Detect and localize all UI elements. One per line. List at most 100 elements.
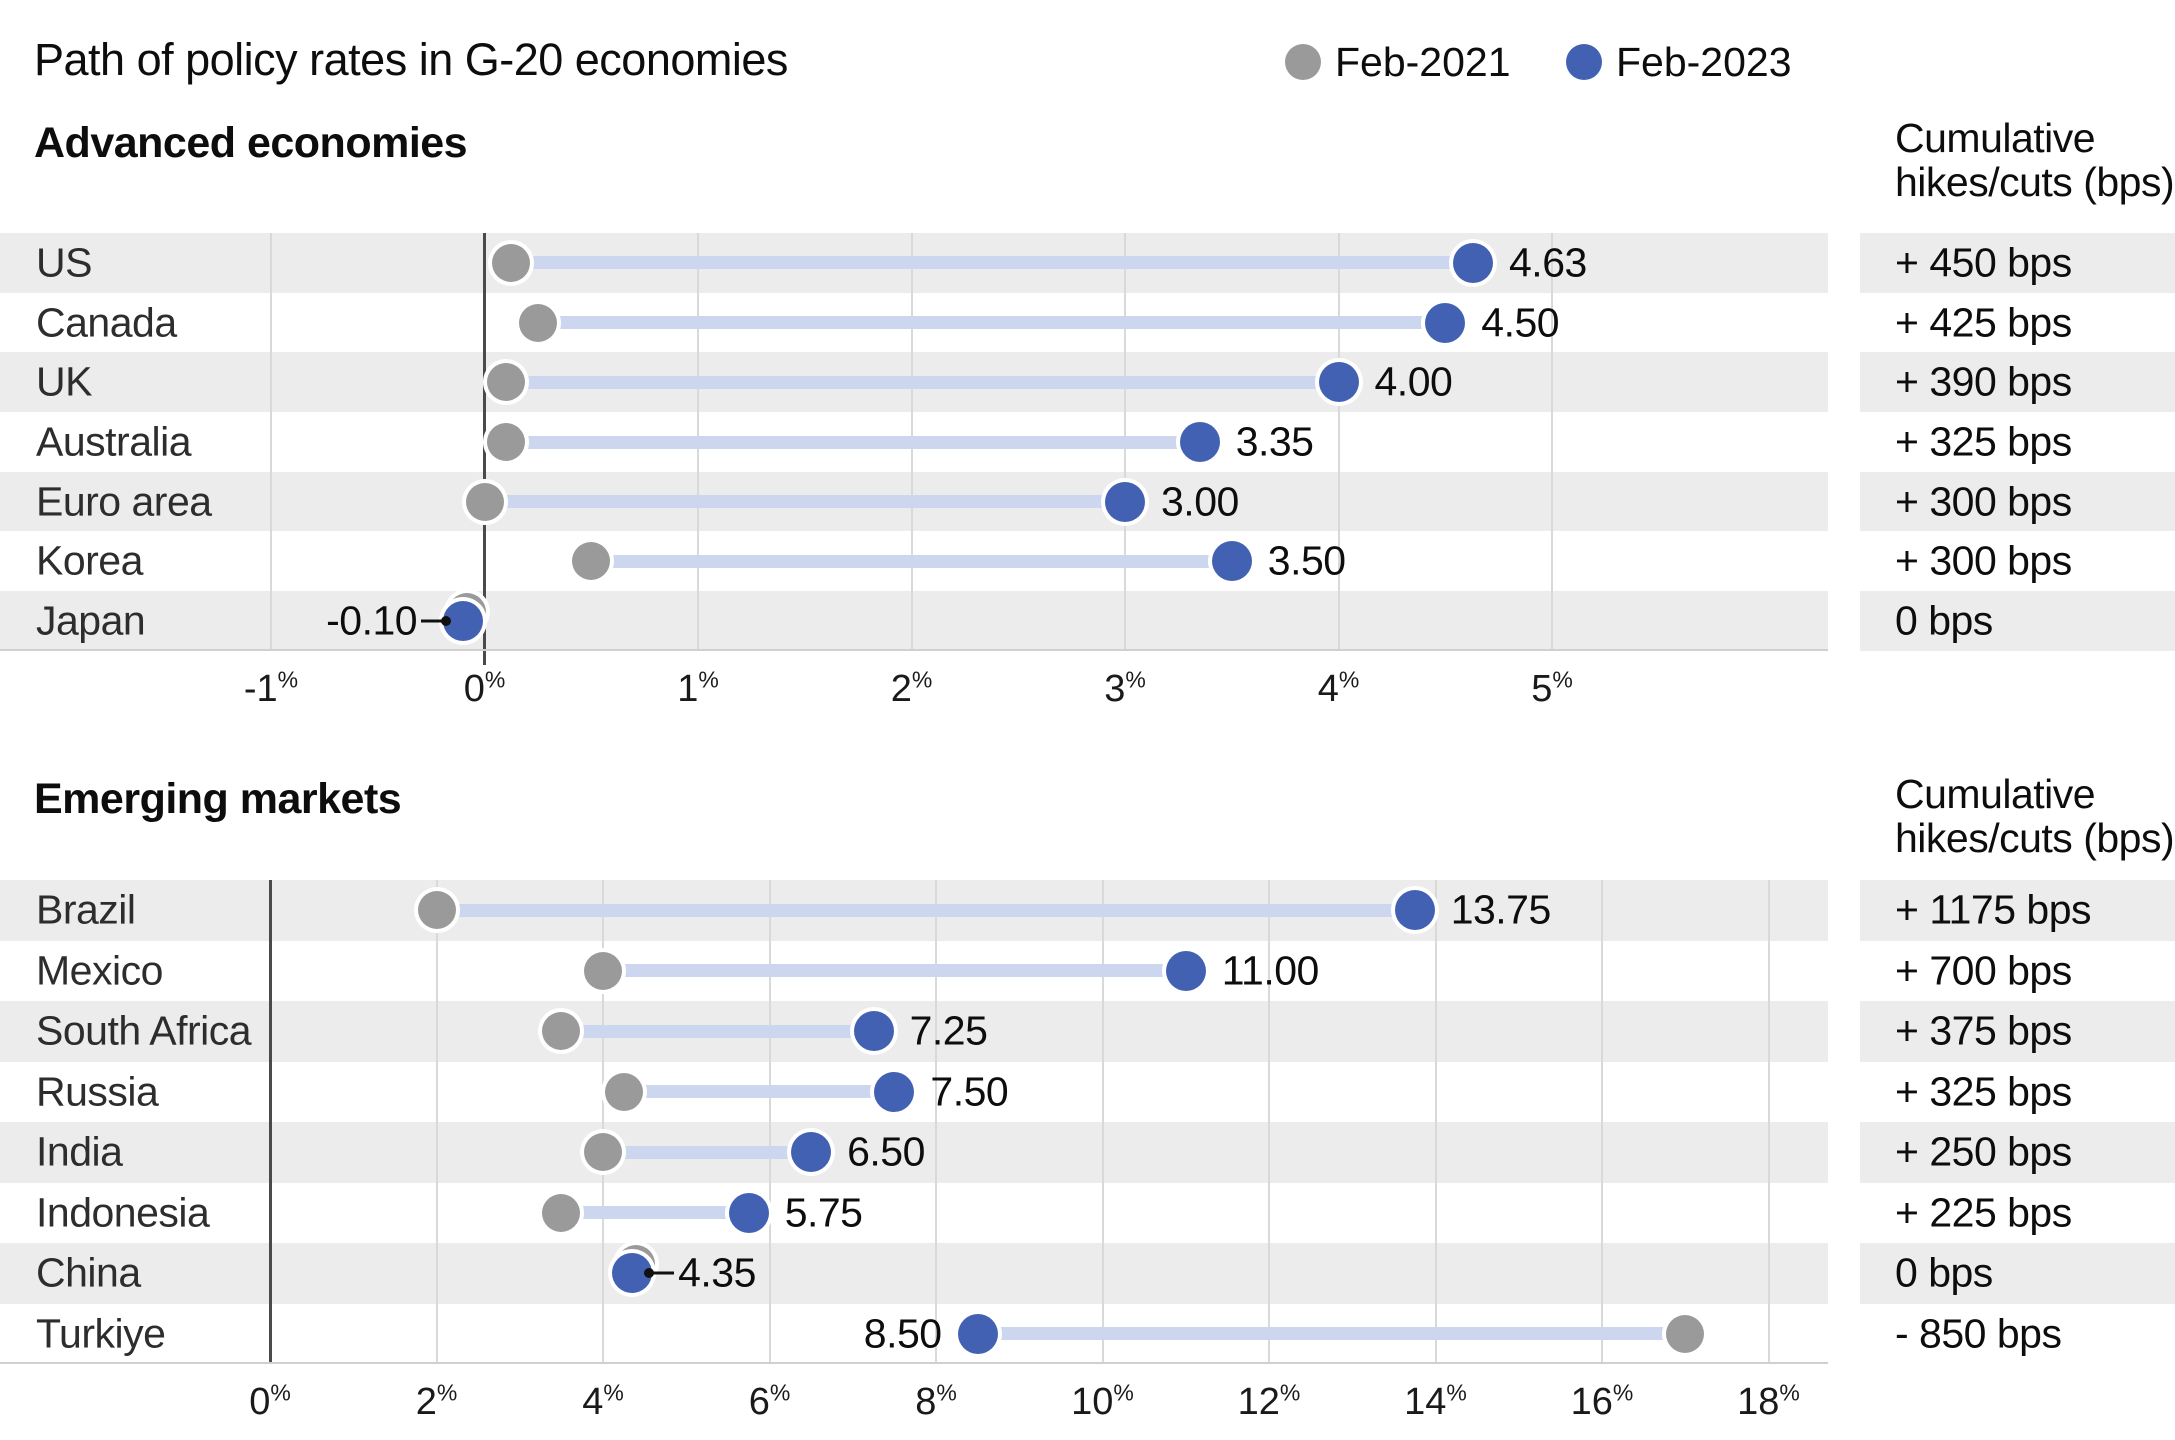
country-label: Indonesia [36,1189,210,1236]
country-label: Australia [36,418,192,465]
row-band [0,1243,1828,1304]
cumulative-value: + 300 bps [1895,478,2072,525]
legend-dot-feb-2023-icon [1566,44,1602,80]
country-label: China [36,1249,141,1296]
dot-feb-2023 [728,1192,769,1233]
tick-label: 2% [890,666,933,710]
tick-label: 8% [915,1379,957,1423]
gridline [1601,880,1603,1364]
country-label: Mexico [36,947,163,994]
dot-feb-2023 [1318,362,1359,403]
section-title-advanced: Advanced economies [34,119,468,167]
connector-bar [537,316,1446,330]
value-label: 6.50 [847,1128,925,1175]
cumulative-value: + 225 bps [1895,1189,2072,1236]
cumulative-cell [1860,292,2175,353]
country-label: Euro area [36,478,212,525]
tick-label: 12% [1237,1379,1301,1423]
cumulative-value: + 700 bps [1895,947,2072,994]
dot-feb-2021 [584,951,622,990]
dot-feb-2023 [1179,422,1220,462]
zero-line [483,233,486,665]
country-label: Canada [36,299,177,346]
tick-label: 0% [463,666,506,710]
connector-bar [484,495,1125,509]
gridline [1434,880,1437,1364]
legend-label-feb-2021: Feb-2021 [1335,38,1511,85]
cumulative-value: + 425 bps [1895,299,2072,346]
cumulative-header-emerging: Cumulative hikes/cuts (bps) [1895,771,2175,861]
cumulative-cell [1860,591,2175,651]
connector-bar [505,375,1339,389]
dot-feb-2021 [572,542,611,581]
tick-label: 1% [677,666,719,710]
leader-line [421,619,447,623]
gridline [1551,233,1553,651]
cumulative-cell [1860,531,2175,592]
axis-rule [0,1362,1828,1364]
country-label: Japan [36,597,146,644]
tick-label: 2% [415,1379,458,1423]
dot-feb-2023 [791,1132,832,1173]
dot-feb-2021 [542,1012,581,1051]
tick-label: 18% [1737,1379,1800,1423]
connector-bar [436,903,1415,917]
dot-feb-2021 [584,1133,622,1172]
dot-feb-2021 [486,423,525,461]
cumulative-cell [1860,1001,2175,1062]
tick-label: 6% [748,1379,791,1423]
legend-item-feb-2021: Feb-2021 [1285,38,1511,85]
cumulative-header-advanced: Cumulative hikes/cuts (bps) [1895,115,2175,205]
value-label: 3.35 [1235,418,1314,465]
tick-label: 16% [1570,1379,1634,1423]
cumulative-value: + 325 bps [1895,1068,2072,1115]
cumulative-cell [1860,880,2175,941]
cumulative-cell [1860,352,2175,413]
value-label: -0.10 [326,597,418,644]
gridline [1337,233,1340,651]
row-band [0,1182,1828,1243]
dot-feb-2021 [486,363,525,402]
cumulative-value: - 850 bps [1895,1310,2062,1357]
dot-feb-2023 [1165,950,1206,991]
leader-dot [644,1268,655,1279]
tick-label: 0% [249,1379,291,1423]
value-label: 7.50 [930,1068,1009,1115]
dot-feb-2023 [874,1071,915,1112]
dot-feb-2023 [957,1313,998,1354]
gridline [1268,880,1270,1364]
dot-feb-2023 [1425,302,1466,343]
dot-feb-2021 [518,303,557,342]
dot-feb-2021 [492,243,531,282]
page-title: Path of policy rates in G-20 economies [34,34,788,85]
cumulative-cell [1860,412,2175,472]
connector-bar [977,1327,1686,1341]
gridline [1767,880,1770,1364]
gridline [602,880,604,1364]
gridline [1101,880,1104,1364]
cumulative-value: 0 bps [1895,597,1993,644]
zero-line [268,880,272,1364]
leader-line [649,1271,675,1275]
connector-bar [603,1145,812,1159]
tick-label: 4% [582,1379,624,1423]
value-label: 4.00 [1374,358,1453,405]
value-label: 11.00 [1221,947,1320,994]
cumulative-value: + 325 bps [1895,418,2072,465]
gridline [935,880,937,1364]
connector-bar [561,1024,874,1038]
value-label: 4.35 [678,1249,756,1296]
cumulative-cell [1860,1243,2175,1304]
cumulative-value: 0 bps [1895,1249,1993,1296]
tick-label: 4% [1317,666,1360,710]
row-band [0,591,1828,651]
cumulative-cell [1860,233,2175,293]
cumulative-cell [1860,1122,2175,1183]
country-label: Russia [36,1068,159,1115]
gridline [768,880,771,1364]
value-label: 3.50 [1267,537,1346,584]
dot-feb-2021 [1666,1314,1705,1353]
cumulative-cell [1860,940,2175,1001]
value-label: 13.75 [1450,886,1552,933]
dot-feb-2021 [465,482,504,521]
